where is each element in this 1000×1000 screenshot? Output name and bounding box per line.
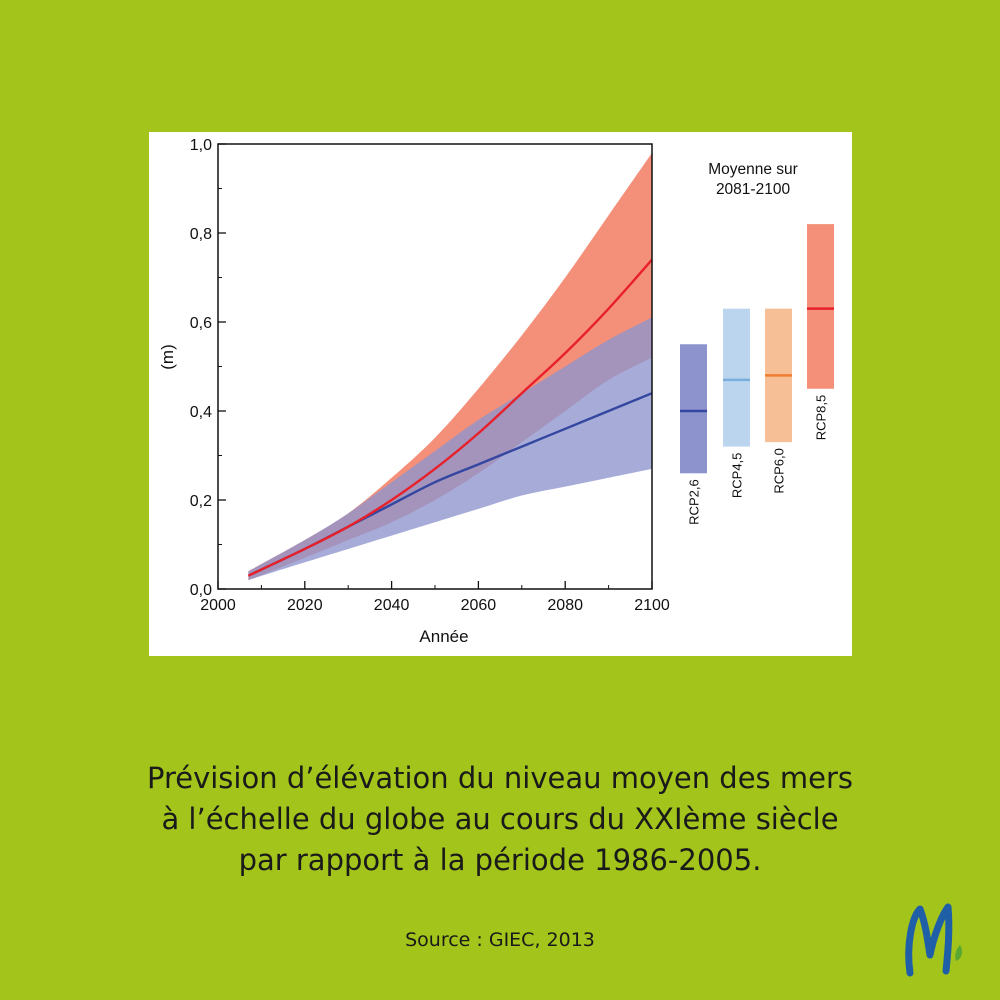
x-tick-label: 2080 [547,597,583,614]
side-bar-label: RCP8,5 [814,395,829,441]
x-tick-label: 2060 [461,597,497,614]
y-axis-label: (m) [158,344,177,369]
y-tick-label: 0,4 [190,404,212,421]
side-bar-rcp8-5 [807,224,834,389]
x-tick-label: 2000 [200,597,236,614]
side-panel-title-line2: 2081-2100 [716,181,791,198]
sea-level-chart: 2000 2020 2040 2060 2080 2100 0,0 0,2 0,4 0,6 0,8 1… [158,137,834,646]
mean-line-rcp8-5 [247,258,653,577]
mean-lines [247,258,653,577]
x-tick-label: 2100 [634,597,670,614]
caption-line-3: par rapport à la période 1986-2005. [238,843,762,877]
x-tick-label: 2020 [287,597,323,614]
y-tick-label: 0,2 [190,493,212,510]
side-bar-rcp4-5 [723,308,750,447]
axis-ticks: 2000 2020 2040 2060 2080 2100 0,0 0,2 0,4 0,6 0,8 1… [190,137,670,614]
side-bar-label: RCP2,6 [687,479,702,525]
side-bar-rcp2-6 [680,344,707,474]
side-bar-label: RCP6,0 [772,448,787,494]
caption-line-2: à l’échelle du globe au cours du XXIème … [161,802,839,836]
side-panel-bars: RCP2,6 RCP4,5 RCP6,0 RCP8,5 [680,224,834,525]
caption-line-1: Prévision d’élévation du niveau moyen de… [146,761,853,795]
y-tick-label: 0,6 [190,315,212,332]
y-tick-label: 0,0 [190,582,212,599]
band-rcp2-6 [248,317,652,581]
m-letter-logo-icon [905,903,963,977]
x-tick-label: 2040 [374,597,410,614]
chart-card: 2000 2020 2040 2060 2080 2100 0,0 0,2 0,4 0,6 0,8 1… [149,132,852,656]
uncertainty-bands [248,152,652,581]
side-panel-title-line1: Moyenne sur [708,161,798,178]
source-note: Source : GIEC, 2013 [405,929,595,951]
y-tick-label: 0,8 [190,226,212,243]
y-tick-label: 1,0 [190,137,212,154]
chart-caption: Prévision d’élévation du niveau moyen de… [0,758,1000,881]
side-bar-label: RCP4,5 [730,453,745,499]
x-axis-label: Année [419,627,468,646]
